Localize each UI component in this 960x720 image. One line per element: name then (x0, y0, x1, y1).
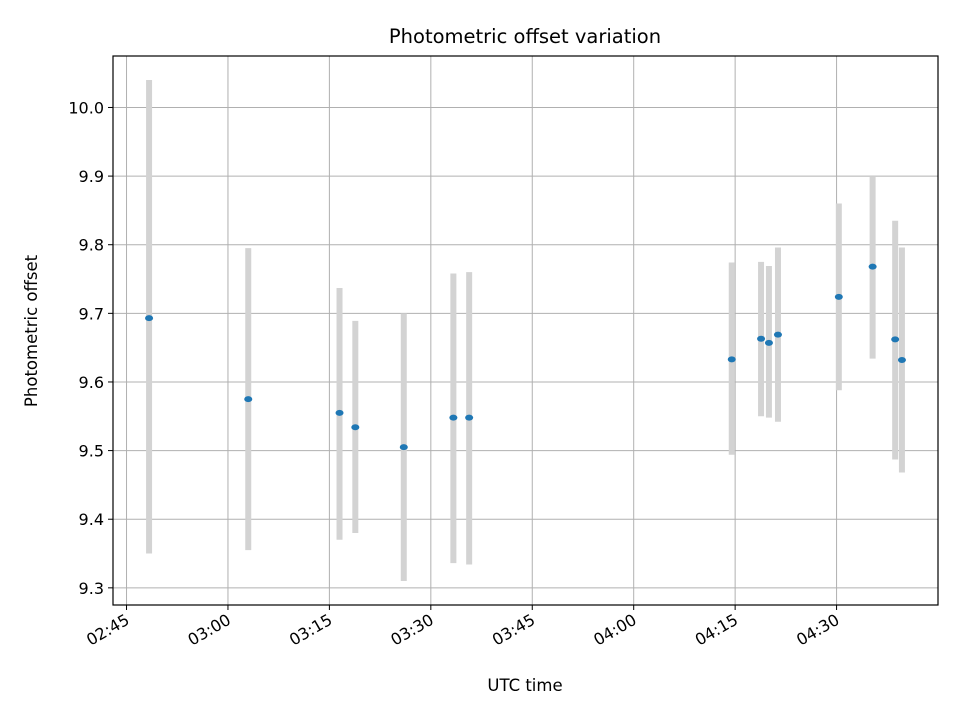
data-point (897, 357, 906, 364)
chart-title: Photometric offset variation (389, 25, 661, 48)
plot-frame (112, 55, 939, 606)
data-point (399, 444, 408, 451)
y-tick-label: 9.5 (79, 442, 104, 461)
data-point (773, 331, 782, 338)
data-points (145, 263, 906, 451)
data-point (351, 424, 360, 431)
data-point (757, 335, 766, 342)
data-point (727, 356, 736, 363)
data-point (449, 414, 458, 421)
y-tick-label: 9.3 (79, 579, 104, 598)
y-axis-label: Photometric offset (22, 254, 41, 407)
data-point (145, 315, 154, 322)
data-point (834, 293, 843, 300)
data-point (891, 336, 900, 343)
x-axis-label: UTC time (487, 676, 562, 695)
y-tick-label: 10.0 (68, 98, 104, 117)
y-axis-ticks: 9.3 9.4 9.5 9.6 9.7 9.8 9.9 10.0 (68, 98, 113, 598)
data-point (764, 339, 773, 346)
y-tick-label: 9.9 (79, 167, 104, 186)
data-point (244, 396, 253, 403)
data-point (465, 414, 474, 421)
y-tick-label: 9.4 (79, 510, 104, 529)
y-tick-label: 9.6 (79, 373, 104, 392)
y-tick-label: 9.8 (79, 236, 104, 255)
data-point (335, 409, 344, 416)
data-point (868, 263, 877, 270)
y-tick-label: 9.7 (79, 304, 104, 323)
